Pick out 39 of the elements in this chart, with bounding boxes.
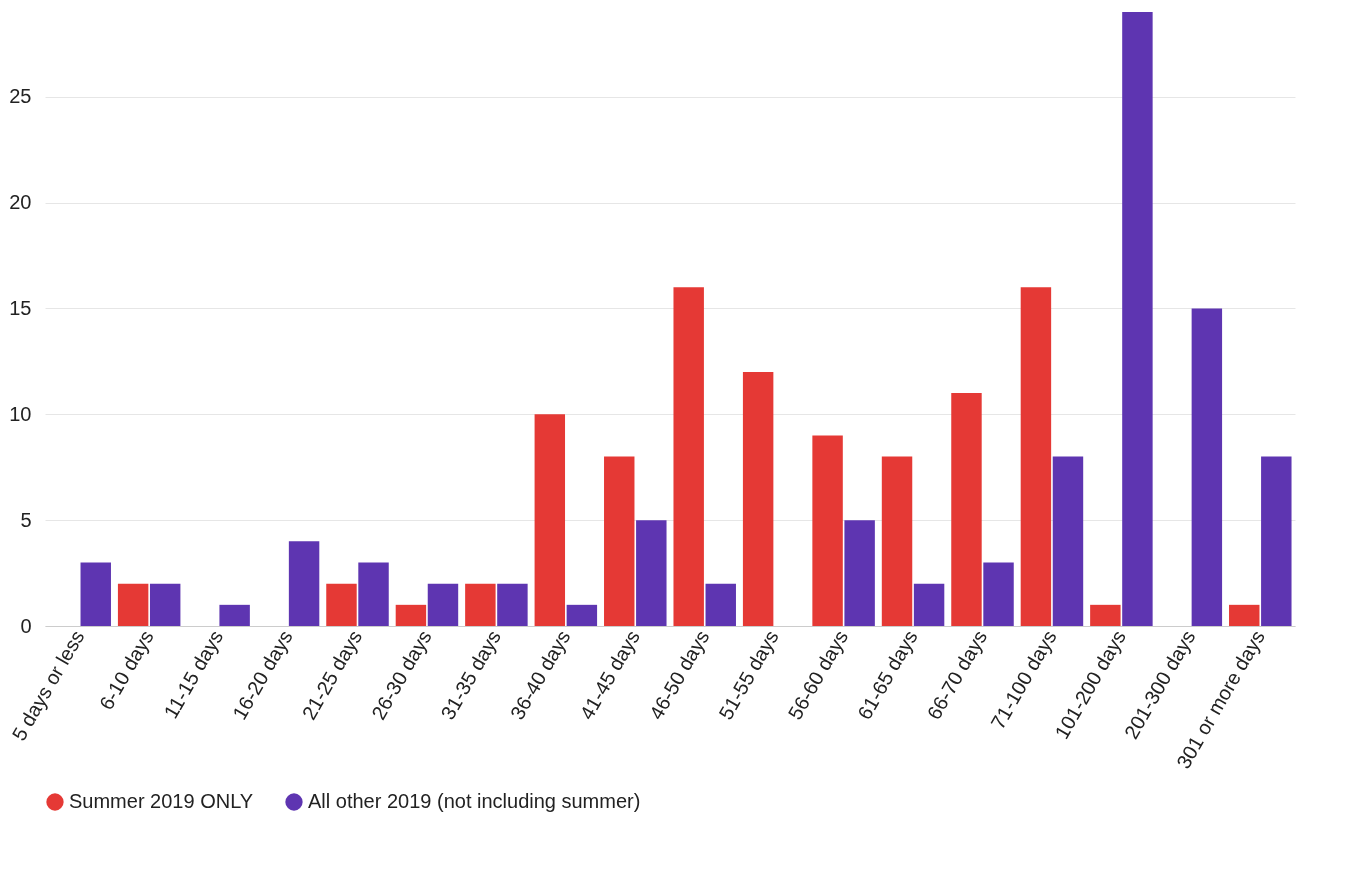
bar [913, 583, 945, 626]
bar [1229, 604, 1260, 626]
bar [149, 583, 181, 626]
y-tick-label: 5 [20, 508, 32, 531]
bar [1122, 12, 1153, 626]
bar [534, 414, 566, 626]
bar [1020, 287, 1052, 626]
bar [1191, 308, 1223, 626]
bar [983, 562, 1014, 626]
bar [326, 583, 357, 626]
bar [881, 456, 913, 626]
bar [1261, 456, 1292, 626]
bar [812, 435, 843, 626]
bar [1052, 456, 1084, 626]
bar [844, 520, 875, 626]
bar [427, 583, 459, 626]
bar [1090, 604, 1121, 626]
bar [288, 541, 320, 626]
bar [465, 583, 496, 626]
bar [80, 562, 111, 626]
y-tick-label: 15 [9, 296, 32, 319]
y-tick-label: 20 [9, 191, 32, 214]
bar [566, 604, 598, 626]
y-tick-label: 0 [20, 614, 32, 637]
bar [604, 456, 635, 626]
bar [673, 287, 704, 626]
bar [636, 520, 667, 626]
bar [742, 371, 774, 626]
bar [219, 604, 250, 626]
bar [497, 583, 528, 626]
y-tick-label: 10 [9, 402, 32, 425]
legend-label: All other 2019 (not including summer) [308, 790, 641, 812]
bar [358, 562, 389, 626]
bar [117, 583, 149, 626]
bar [705, 583, 736, 626]
bar [395, 604, 427, 626]
bar [951, 393, 982, 626]
y-tick-label: 25 [9, 85, 32, 108]
legend-label: Summer 2019 ONLY [69, 790, 254, 812]
